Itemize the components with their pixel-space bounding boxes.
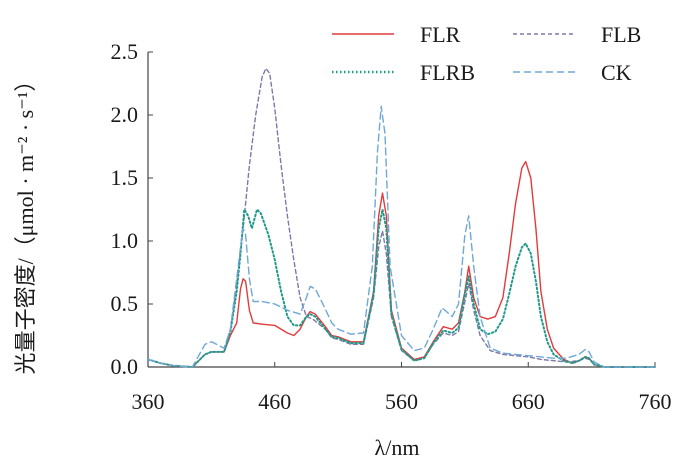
x-tick-label: 360 [132, 389, 165, 414]
y-tick-label: 2.0 [111, 102, 139, 127]
legend: FLR FLB FLRB CK [332, 22, 641, 85]
y-tick-label: 0.5 [111, 291, 139, 316]
series-line-flb [147, 67, 656, 368]
x-tick-label: 660 [512, 389, 545, 414]
legend-label-flrb: FLRB [420, 60, 475, 85]
y-axis-title: 光量子密度/（μmol · m⁻² · s⁻¹） [13, 70, 38, 375]
series-line-flrb [147, 208, 656, 368]
y-tick-label: 1.5 [111, 165, 139, 190]
series-group [147, 67, 656, 368]
x-tick-label: 560 [385, 389, 418, 414]
x-tick-label: 760 [639, 389, 672, 414]
legend-label-flb: FLB [601, 22, 641, 47]
y-tick-label: 2.5 [111, 39, 139, 64]
x-tick-label: 460 [258, 389, 291, 414]
legend-label-ck: CK [601, 60, 632, 85]
x-axis-title: λ/nm [375, 435, 420, 460]
x-ticks: 360 460 560 660 760 [132, 362, 672, 414]
y-tick-label: 0.0 [111, 354, 139, 379]
y-ticks: 0.0 0.5 1.0 1.5 2.0 2.5 [111, 39, 153, 379]
y-tick-label: 1.0 [111, 228, 139, 253]
axes: 360 460 560 660 760 0.0 0.5 1.0 1.5 2.0 2.5 [111, 39, 672, 414]
series-line-ck [147, 105, 656, 368]
legend-label-flr: FLR [420, 22, 461, 47]
